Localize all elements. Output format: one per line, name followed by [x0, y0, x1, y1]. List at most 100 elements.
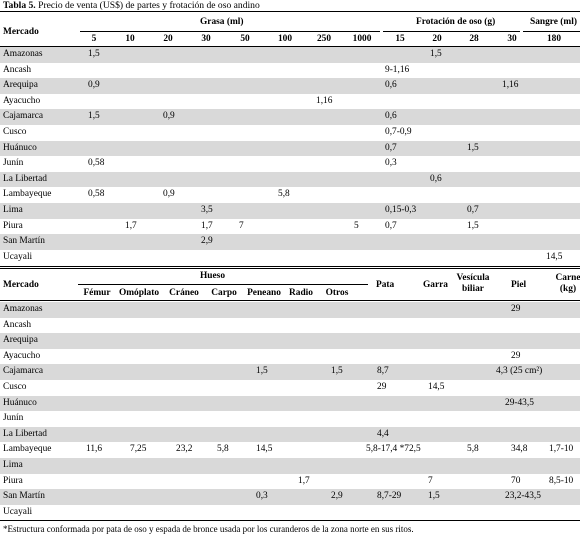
header-carne-1: Carne [555, 273, 580, 283]
row-band [0, 203, 580, 219]
table-cell: 70 [511, 475, 521, 486]
table-caption: Tabla 5. Precio de venta (US$) de partes… [3, 0, 260, 11]
table-cell: 4,4 [377, 428, 389, 439]
sangre-underline [523, 31, 580, 32]
row-band [0, 78, 580, 94]
row-band [0, 302, 580, 318]
table-cell: 9-1,16 [385, 64, 410, 75]
table-cell: 0,9 [163, 111, 175, 122]
header-col-28: 28 [469, 34, 479, 44]
row-market: Arequipa [3, 80, 38, 91]
table-cell: 3,5 [201, 205, 213, 215]
table-cell: 5 [354, 220, 359, 231]
table-cell: 0,3 [385, 158, 397, 169]
header-col-50: 50 [240, 34, 250, 44]
table-cell: 1,5 [88, 49, 100, 59]
row-band [0, 140, 580, 157]
table-cell: 0,58 [88, 189, 105, 200]
row-market: Junín [3, 158, 24, 169]
row-market: Arequipa [3, 335, 38, 346]
header-hueso-col: Radio [289, 288, 313, 298]
table-cell: 0,3 [256, 491, 268, 502]
top-rule-2 [0, 268, 580, 269]
table-cell: 14,5 [546, 251, 563, 262]
header-rule [0, 46, 580, 47]
header-frotacion: Frotación de oso (g) [416, 17, 496, 27]
header-col-20: 20 [163, 34, 173, 44]
table-cell: 2,9 [201, 236, 213, 247]
row-band [0, 458, 580, 474]
row-market: Amazonas [3, 49, 43, 59]
table-cell: 0,7-0,9 [385, 127, 412, 137]
row-band [0, 333, 580, 349]
row-market: Ancash [3, 64, 32, 75]
row-market: Ancash [3, 319, 32, 330]
header-hueso: Hueso [200, 271, 226, 281]
header-vesicula-1: Vesícula [456, 273, 490, 283]
row-market: Huánuco [3, 142, 37, 153]
frotacion-underline [383, 31, 520, 32]
table-cell: 1,7 [201, 220, 213, 231]
row-band [0, 109, 580, 125]
header-carne-2: (kg) [559, 284, 577, 294]
header-col-30: 30 [507, 34, 517, 44]
table-cell: 1,5 [256, 366, 268, 377]
table-cell: 0,6 [385, 111, 397, 122]
table-cell: 1,7-10 [549, 444, 574, 455]
row-market: La Libertad [3, 173, 47, 184]
table-cell: 7 [428, 475, 433, 486]
table-cell: 14,5 [256, 444, 273, 455]
header-col-15: 15 [395, 34, 405, 44]
header-hueso-col: Cráneo [169, 288, 199, 298]
table-cell: 1,5 [88, 111, 100, 122]
header-rule-2 [0, 300, 580, 301]
row-market: Ayacucho [3, 350, 41, 361]
table-cell: 1,7 [298, 475, 310, 486]
header-hueso-col: Peneano [247, 288, 281, 298]
table-cell: 0,6 [430, 173, 442, 184]
row-market: Lima [3, 460, 23, 470]
header-mercado-2: Mercado [3, 280, 39, 290]
bottom-rule-1 [0, 266, 580, 267]
table-cell: 1,5 [428, 491, 440, 502]
header-garra: Garra [423, 280, 448, 290]
table-cell: 1,16 [502, 80, 519, 91]
table-cell: 7 [239, 220, 244, 231]
row-market: Cusco [3, 127, 27, 137]
table-cell: 1,5 [467, 220, 479, 231]
table-cell: 1,5 [467, 142, 479, 153]
table-cell: 29 [511, 304, 521, 314]
header-hueso-col: Omóplato [118, 288, 160, 298]
table-cell: 11,6 [86, 444, 103, 455]
row-band [0, 364, 580, 380]
row-band [0, 171, 580, 188]
header-hueso-col: Carpo [211, 288, 237, 298]
row-market: Amazonas [3, 304, 43, 314]
header-col-10: 10 [125, 34, 135, 44]
header-hueso-col: Fémur [83, 288, 111, 298]
row-market: Ucayali [3, 251, 33, 262]
table-cell: 23,2-43,5 [505, 491, 541, 502]
header-col-100: 100 [277, 34, 293, 44]
table-cell: 0,7 [467, 205, 479, 215]
header-col-30: 30 [201, 34, 211, 44]
table-cell: 2,9 [331, 491, 343, 502]
table-cell: 23,2 [176, 444, 193, 455]
table-cell: 0,15-0,3 [385, 205, 417, 215]
caption-text: Precio de venta (US$) de partes y frotac… [35, 0, 260, 11]
header-col-1000: 1000 [352, 34, 372, 44]
table-cell: 8,5-10 [549, 475, 574, 486]
header-hueso-col: Otros [325, 288, 349, 298]
row-band [0, 489, 580, 505]
header-piel: Piel [511, 280, 527, 290]
table-cell: 1,16 [316, 95, 333, 106]
top-rule [0, 11, 580, 12]
table-cell: 0,7 [385, 142, 397, 153]
row-band [0, 395, 580, 412]
row-market: Cusco [3, 382, 27, 392]
table-cell: 1,5 [331, 366, 343, 377]
row-market: Ucayali [3, 506, 33, 517]
row-market: Lambayeque [3, 189, 52, 200]
table-cell: 0,58 [88, 158, 105, 169]
table-cell: 0,9 [88, 80, 100, 91]
